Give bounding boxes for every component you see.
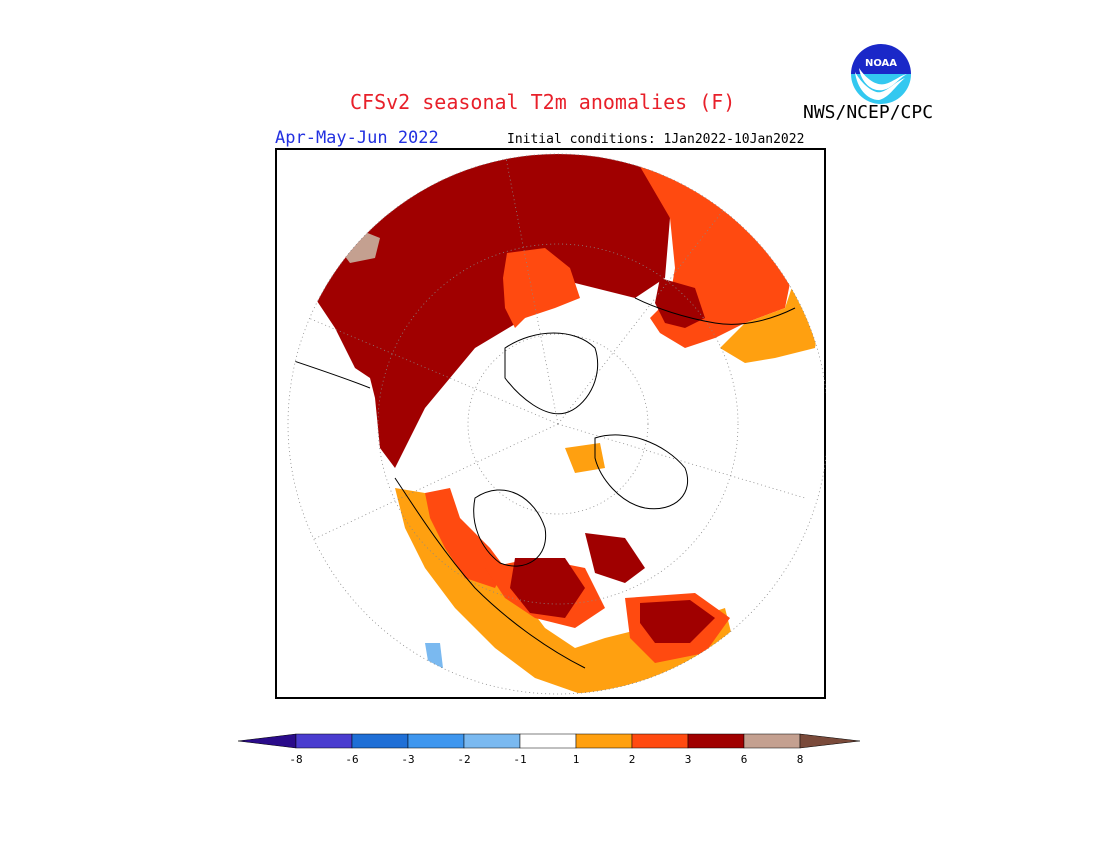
legend-tick: -6	[345, 753, 358, 766]
graticule	[288, 154, 806, 605]
legend-bin-neg8-neg6	[295, 733, 353, 749]
anomaly-region-3-6-scandinavia	[655, 278, 705, 328]
legend-tick: 2	[629, 753, 636, 766]
map-title: CFSv2 seasonal T2m anomalies (F)	[350, 90, 736, 114]
legend-tick: -1	[513, 753, 526, 766]
legend-bin-neg6-neg3	[351, 733, 409, 749]
legend-bin-neg3-neg2	[407, 733, 465, 749]
agency-label: NWS/NCEP/CPC	[803, 102, 934, 123]
legend-bin-2-3	[631, 733, 689, 749]
legend-bin-neg2-neg1	[463, 733, 521, 749]
anomaly-region-3-6-east-asia	[585, 533, 645, 583]
coastlines	[288, 297, 796, 669]
logo-text: NOAA	[865, 58, 897, 69]
legend-tick: 1	[573, 753, 580, 766]
legend-bin-6-8	[743, 733, 801, 749]
anomaly-region-2-3-siberia	[425, 488, 505, 588]
legend-tick: 6	[741, 753, 748, 766]
legend-bin-above-8	[799, 733, 861, 749]
noaa-logo: NOAA	[850, 43, 912, 105]
legend-tick: 8	[797, 753, 804, 766]
legend-tick: -3	[401, 753, 414, 766]
anomaly-region-2-3-atlantic	[503, 248, 580, 328]
season-label: Apr-May-Jun 2022	[275, 128, 439, 148]
legend-tick: -8	[289, 753, 302, 766]
legend-bin-below-neg8	[238, 733, 297, 749]
legend-tick: -2	[457, 753, 470, 766]
polar-map	[275, 148, 826, 699]
anomaly-region-3-6-middle-east	[640, 600, 715, 643]
legend-bin-neg1-1	[519, 733, 577, 749]
anomaly-region-3-6-north-america	[295, 154, 670, 468]
legend-bin-3-6	[687, 733, 745, 749]
legend-tick: 3	[685, 753, 692, 766]
color-legend: -8 -6 -3 -2 -1 1 2 3 6 8	[238, 733, 861, 766]
legend-bin-1-2	[575, 733, 633, 749]
initial-conditions-label: Initial conditions: 1Jan2022-10Jan2022	[507, 132, 805, 147]
anomaly-region-3-6-asia	[510, 558, 585, 618]
